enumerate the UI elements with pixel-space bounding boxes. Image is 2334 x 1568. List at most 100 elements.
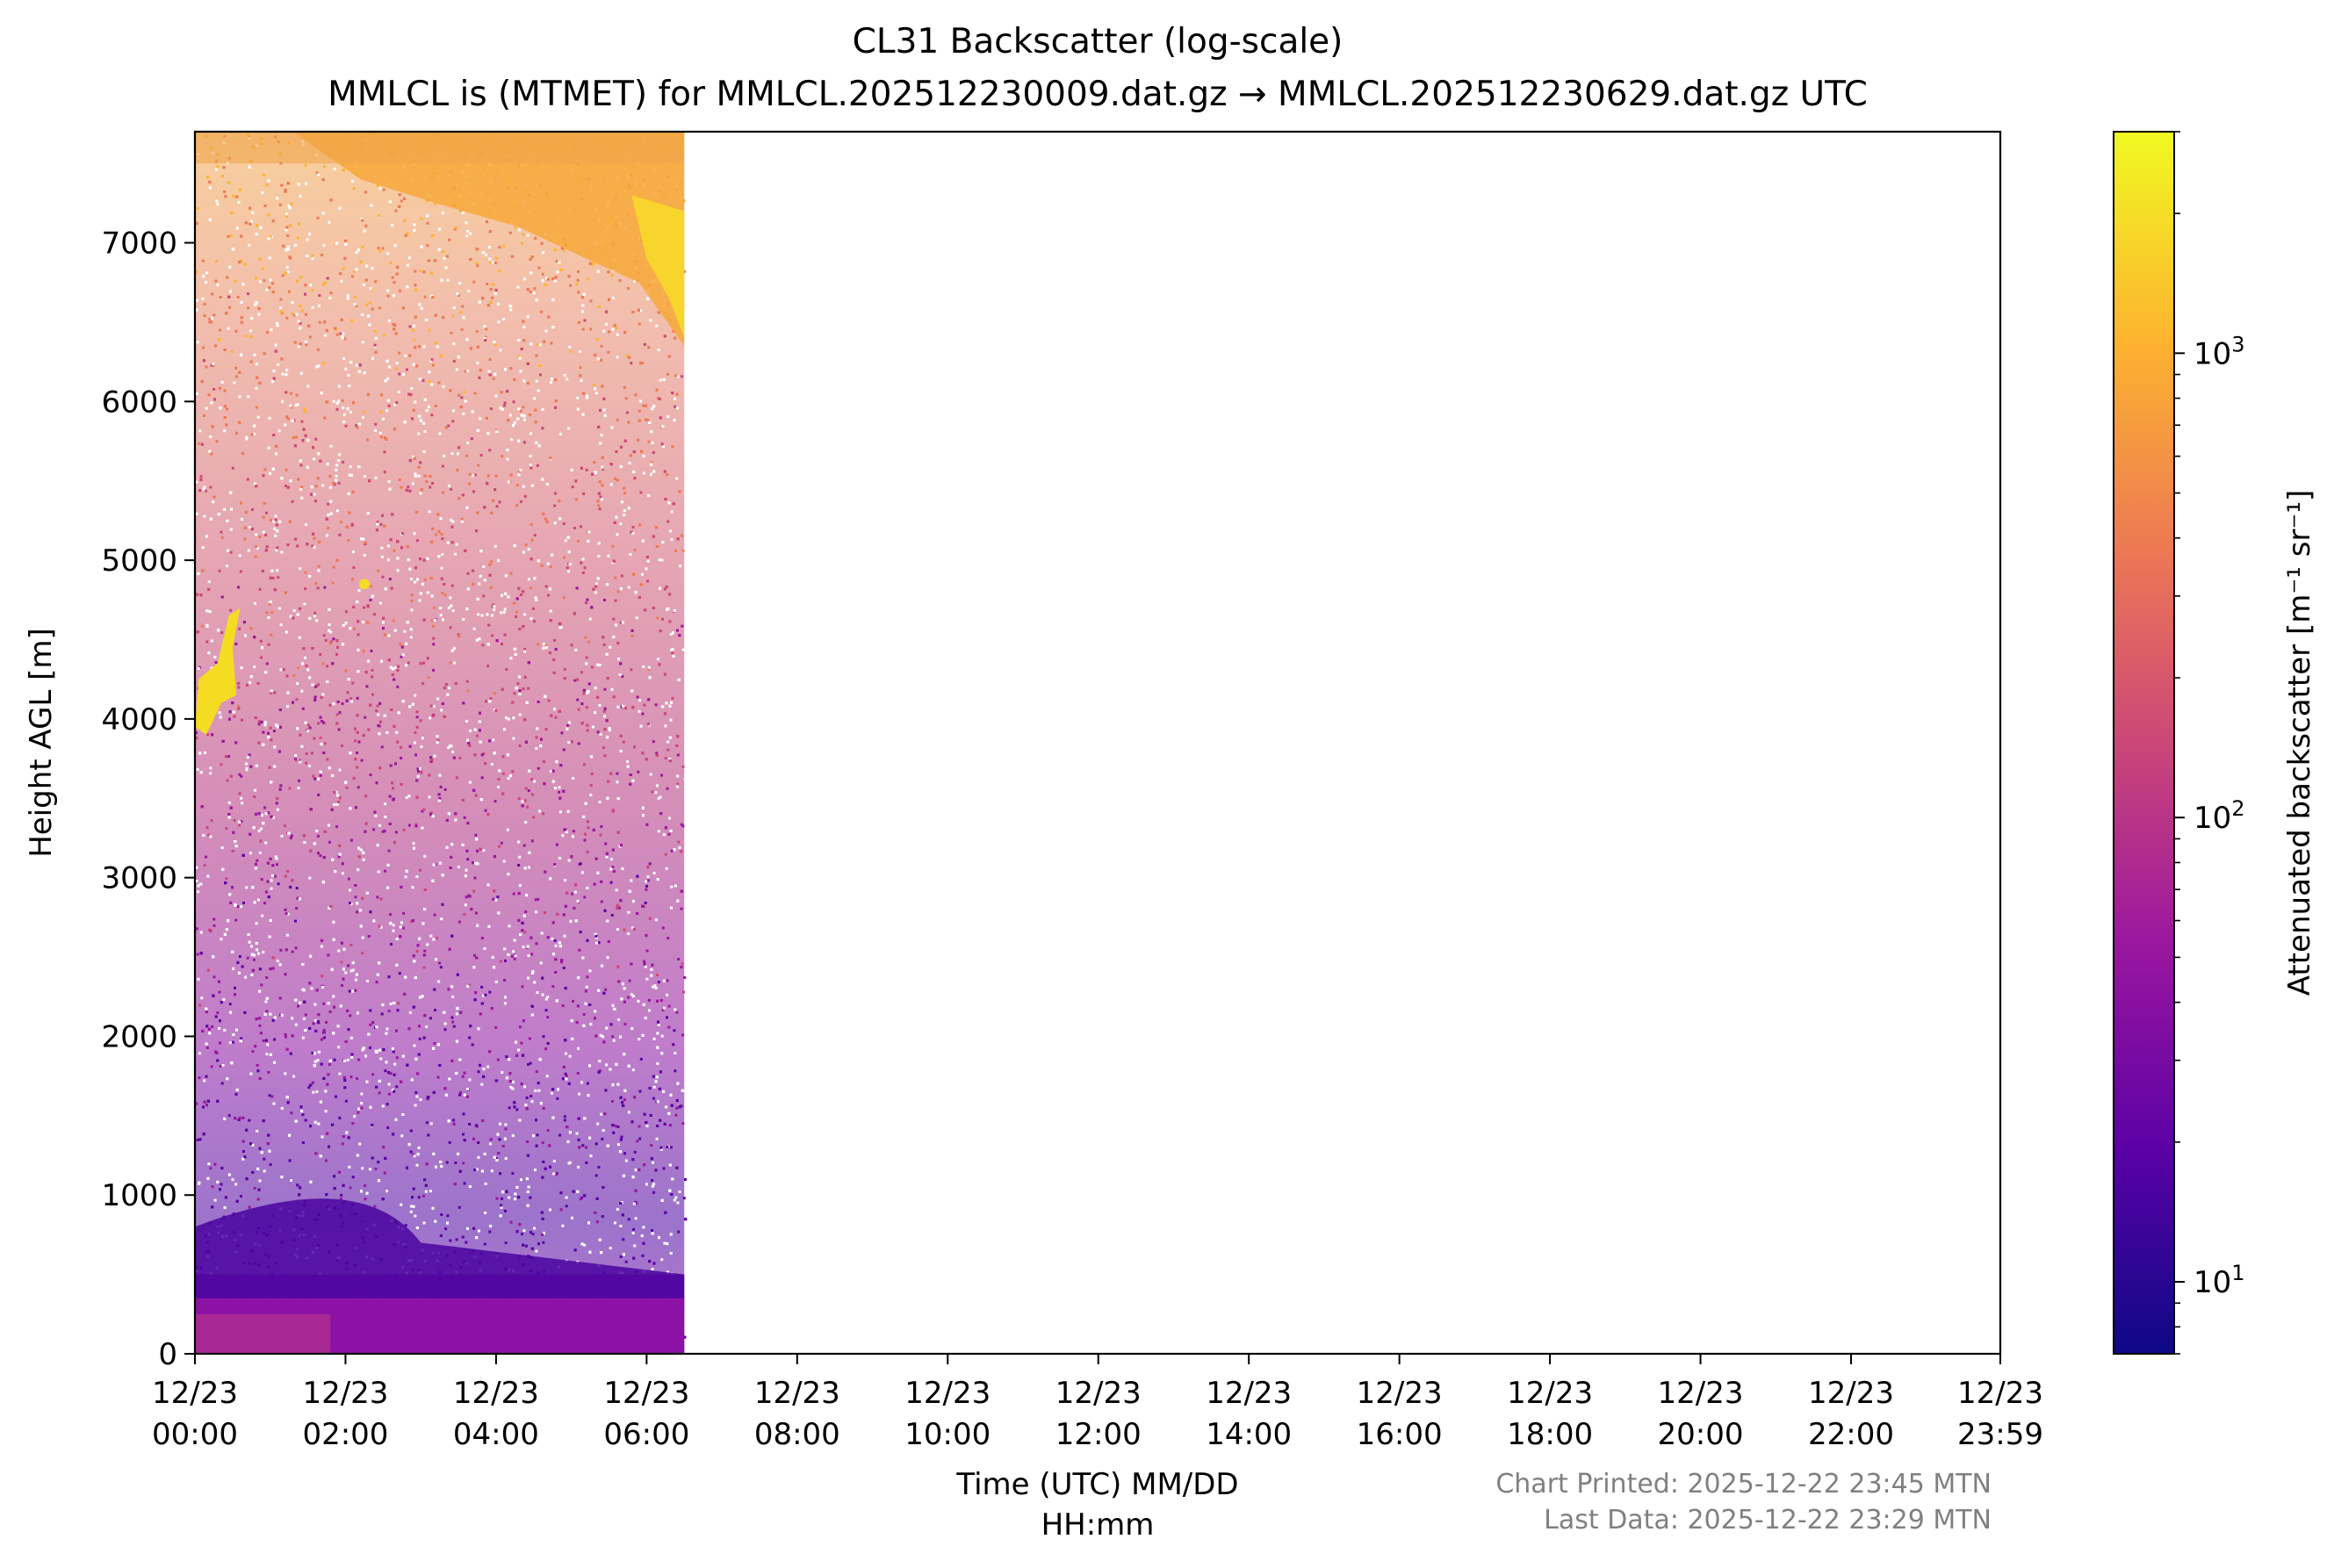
noise-pixel <box>562 522 565 525</box>
noise-pixel <box>530 778 534 781</box>
noise-pixel <box>351 1176 355 1179</box>
noise-pixel <box>655 1137 659 1140</box>
noise-pixel <box>522 1229 526 1233</box>
noise-pixel <box>642 665 645 668</box>
noise-pixel <box>576 278 580 282</box>
noise-pixel <box>568 345 572 349</box>
noise-pixel <box>473 953 476 957</box>
noise-pixel <box>342 624 345 627</box>
noise-pixel <box>421 1194 425 1198</box>
noise-pixel <box>390 943 393 946</box>
noise-pixel <box>580 871 584 874</box>
noise-pixel <box>441 464 444 468</box>
noise-pixel <box>599 495 602 499</box>
noise-pixel <box>264 890 268 894</box>
noise-pixel <box>414 1091 418 1095</box>
noise-pixel <box>661 926 665 930</box>
noise-pixel <box>542 1035 545 1039</box>
noise-pixel <box>634 1217 638 1220</box>
noise-pixel <box>321 253 324 256</box>
noise-pixel <box>354 895 357 899</box>
noise-pixel <box>374 814 378 817</box>
noise-pixel <box>198 1052 201 1055</box>
noise-pixel <box>447 424 450 428</box>
noise-pixel <box>533 287 537 291</box>
noise-pixel <box>383 471 386 474</box>
noise-pixel <box>284 1072 287 1075</box>
noise-pixel <box>300 496 304 500</box>
noise-pixel <box>496 1058 500 1061</box>
noise-pixel <box>649 773 652 776</box>
noise-pixel <box>417 1146 421 1149</box>
noise-pixel <box>599 1033 602 1037</box>
noise-pixel <box>651 1179 654 1182</box>
noise-pixel <box>645 977 649 981</box>
noise-pixel <box>661 541 665 544</box>
noise-pixel <box>497 320 501 324</box>
noise-pixel <box>268 256 271 260</box>
noise-pixel <box>484 809 487 812</box>
noise-pixel <box>444 1227 448 1231</box>
noise-pixel <box>389 1003 393 1005</box>
noise-pixel <box>409 636 413 639</box>
noise-pixel <box>247 306 249 310</box>
noise-pixel <box>502 244 506 248</box>
noise-pixel <box>451 314 454 318</box>
noise-pixel <box>465 719 468 723</box>
noise-pixel <box>386 294 390 298</box>
noise-pixel <box>494 288 498 291</box>
noise-pixel <box>654 703 658 707</box>
noise-pixel <box>645 404 648 407</box>
noise-pixel <box>238 773 241 776</box>
noise-pixel <box>295 907 299 910</box>
noise-pixel <box>626 760 630 764</box>
noise-pixel <box>674 1052 677 1054</box>
noise-pixel <box>325 1021 328 1024</box>
noise-pixel <box>434 1009 436 1011</box>
noise-pixel <box>387 480 391 483</box>
noise-pixel <box>682 1197 686 1200</box>
noise-pixel <box>407 486 410 489</box>
noise-pixel <box>328 840 331 844</box>
noise-pixel <box>429 1190 432 1193</box>
noise-pixel <box>448 1140 451 1144</box>
noise-pixel <box>392 929 395 932</box>
noise-pixel <box>425 1121 429 1125</box>
noise-pixel <box>544 997 548 1001</box>
noise-pixel <box>612 1039 616 1042</box>
noise-pixel <box>241 802 244 805</box>
noise-pixel <box>415 716 419 719</box>
noise-pixel <box>429 716 432 720</box>
noise-pixel <box>494 1025 498 1029</box>
noise-pixel <box>502 610 506 614</box>
noise-pixel <box>503 401 507 405</box>
noise-pixel <box>245 435 249 439</box>
noise-pixel <box>577 291 580 294</box>
noise-pixel <box>556 1097 559 1100</box>
noise-pixel <box>403 629 407 633</box>
noise-pixel <box>610 687 614 691</box>
noise-pixel <box>661 1009 665 1011</box>
noise-pixel <box>508 1106 511 1110</box>
noise-pixel <box>327 824 330 827</box>
noise-pixel <box>512 950 515 953</box>
noise-pixel <box>328 1011 332 1013</box>
noise-pixel <box>324 334 328 337</box>
noise-pixel <box>616 928 619 931</box>
noise-pixel <box>647 879 650 882</box>
noise-pixel <box>277 882 280 886</box>
noise-pixel <box>463 816 466 819</box>
noise-pixel <box>646 875 650 879</box>
noise-pixel <box>501 772 505 775</box>
noise-pixel <box>552 1160 556 1162</box>
noise-pixel <box>356 766 359 769</box>
noise-pixel <box>604 988 608 991</box>
noise-pixel <box>461 1235 465 1239</box>
noise-pixel <box>582 492 586 495</box>
noise-pixel <box>516 682 520 686</box>
noise-pixel <box>401 653 405 657</box>
noise-pixel <box>529 1095 533 1097</box>
noise-pixel <box>338 1072 342 1075</box>
noise-pixel <box>638 322 641 326</box>
noise-pixel <box>647 440 651 443</box>
